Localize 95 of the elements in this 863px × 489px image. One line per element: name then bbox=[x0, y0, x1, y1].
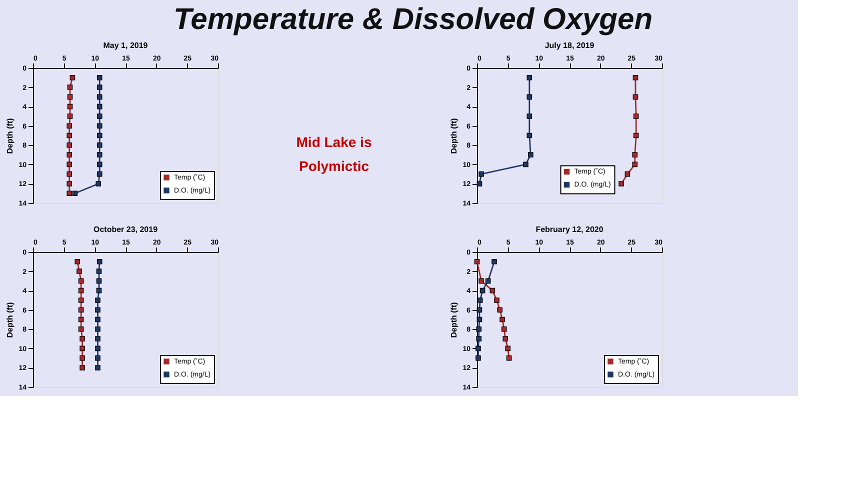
chart-title: May 1, 2019 bbox=[103, 41, 148, 50]
point bbox=[96, 152, 102, 158]
point bbox=[95, 346, 100, 352]
point bbox=[480, 288, 486, 294]
point bbox=[476, 355, 481, 361]
point bbox=[78, 298, 84, 303]
point bbox=[95, 355, 100, 361]
point bbox=[96, 181, 102, 186]
point bbox=[80, 355, 85, 361]
point bbox=[490, 288, 496, 294]
point bbox=[66, 142, 72, 148]
point bbox=[96, 288, 102, 294]
point bbox=[528, 152, 534, 158]
point bbox=[476, 307, 482, 312]
point bbox=[80, 336, 85, 342]
point bbox=[78, 316, 84, 322]
point bbox=[476, 336, 482, 342]
point bbox=[500, 316, 505, 322]
point bbox=[474, 259, 480, 264]
point bbox=[526, 75, 532, 80]
y-axis-title: Depth (ft) bbox=[6, 118, 15, 154]
y-axis-title: Depth (ft) bbox=[6, 302, 15, 338]
point bbox=[523, 162, 528, 168]
point bbox=[494, 298, 500, 303]
point bbox=[632, 152, 638, 158]
point bbox=[67, 114, 73, 119]
point bbox=[633, 114, 639, 119]
chart-title: July 18, 2019 bbox=[544, 41, 595, 50]
point bbox=[80, 365, 85, 370]
point bbox=[96, 114, 102, 119]
point bbox=[96, 94, 102, 100]
point bbox=[78, 288, 84, 294]
point bbox=[78, 307, 84, 312]
point bbox=[96, 259, 102, 264]
point bbox=[80, 346, 85, 352]
point bbox=[95, 365, 100, 370]
point bbox=[96, 123, 102, 128]
point bbox=[95, 307, 100, 312]
text: Mid Lake is Polymictic bbox=[296, 134, 372, 174]
point bbox=[70, 75, 76, 80]
point bbox=[66, 171, 72, 177]
point bbox=[478, 278, 484, 284]
point bbox=[95, 298, 100, 303]
point bbox=[506, 355, 512, 361]
point bbox=[66, 152, 72, 158]
point bbox=[476, 346, 481, 352]
point bbox=[66, 123, 72, 128]
point bbox=[96, 171, 102, 177]
point bbox=[632, 94, 638, 100]
point bbox=[95, 326, 100, 332]
point bbox=[66, 162, 72, 168]
point bbox=[66, 181, 72, 186]
point bbox=[502, 336, 508, 342]
point bbox=[478, 171, 484, 177]
point bbox=[505, 346, 510, 352]
point bbox=[95, 336, 100, 342]
point bbox=[74, 259, 80, 264]
point bbox=[526, 94, 532, 100]
point bbox=[66, 190, 72, 196]
point bbox=[476, 316, 482, 322]
point bbox=[96, 132, 102, 138]
point bbox=[76, 268, 82, 274]
point bbox=[67, 84, 73, 90]
point bbox=[633, 132, 639, 138]
point bbox=[526, 132, 532, 138]
y-axis-title: Depth (ft) bbox=[450, 118, 459, 154]
point bbox=[96, 162, 102, 168]
y-axis-title: Depth (ft) bbox=[450, 302, 459, 338]
point bbox=[476, 326, 482, 332]
point bbox=[96, 75, 102, 80]
point bbox=[66, 132, 72, 138]
point bbox=[526, 114, 532, 119]
point bbox=[96, 142, 102, 148]
point bbox=[96, 104, 102, 110]
point bbox=[96, 278, 102, 284]
point bbox=[72, 190, 78, 196]
point bbox=[497, 307, 502, 312]
point bbox=[624, 171, 630, 177]
point bbox=[485, 278, 491, 284]
point bbox=[632, 75, 638, 80]
text: Temperature & Dissolved Oxygen bbox=[173, 3, 653, 36]
point bbox=[96, 84, 102, 90]
chart-title: February 12, 2020 bbox=[536, 225, 604, 234]
point bbox=[476, 181, 482, 186]
point bbox=[67, 94, 73, 100]
chart-title: October 23, 2019 bbox=[93, 225, 158, 234]
point bbox=[632, 162, 638, 168]
point bbox=[96, 268, 102, 274]
point bbox=[618, 181, 624, 186]
point bbox=[78, 326, 84, 332]
point bbox=[95, 316, 100, 322]
point bbox=[492, 259, 497, 264]
point bbox=[501, 326, 507, 332]
point bbox=[78, 278, 84, 284]
point bbox=[67, 104, 73, 110]
